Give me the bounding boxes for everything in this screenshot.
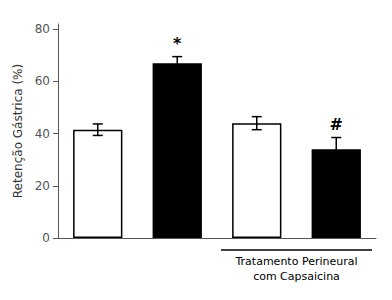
- svg-text:40: 40: [35, 127, 50, 141]
- svg-text:80: 80: [35, 22, 50, 36]
- svg-text:com Capsaicina: com Capsaicina: [253, 270, 340, 283]
- svg-text:0: 0: [42, 231, 50, 245]
- svg-text:20: 20: [35, 179, 50, 193]
- svg-text:Retenção Gástrica (%): Retenção Gástrica (%): [11, 64, 25, 198]
- svg-text:*: *: [173, 34, 182, 53]
- svg-text:#: #: [330, 115, 343, 134]
- svg-text:60: 60: [35, 74, 50, 88]
- svg-text:Tratamento Perineural: Tratamento Perineural: [234, 255, 357, 268]
